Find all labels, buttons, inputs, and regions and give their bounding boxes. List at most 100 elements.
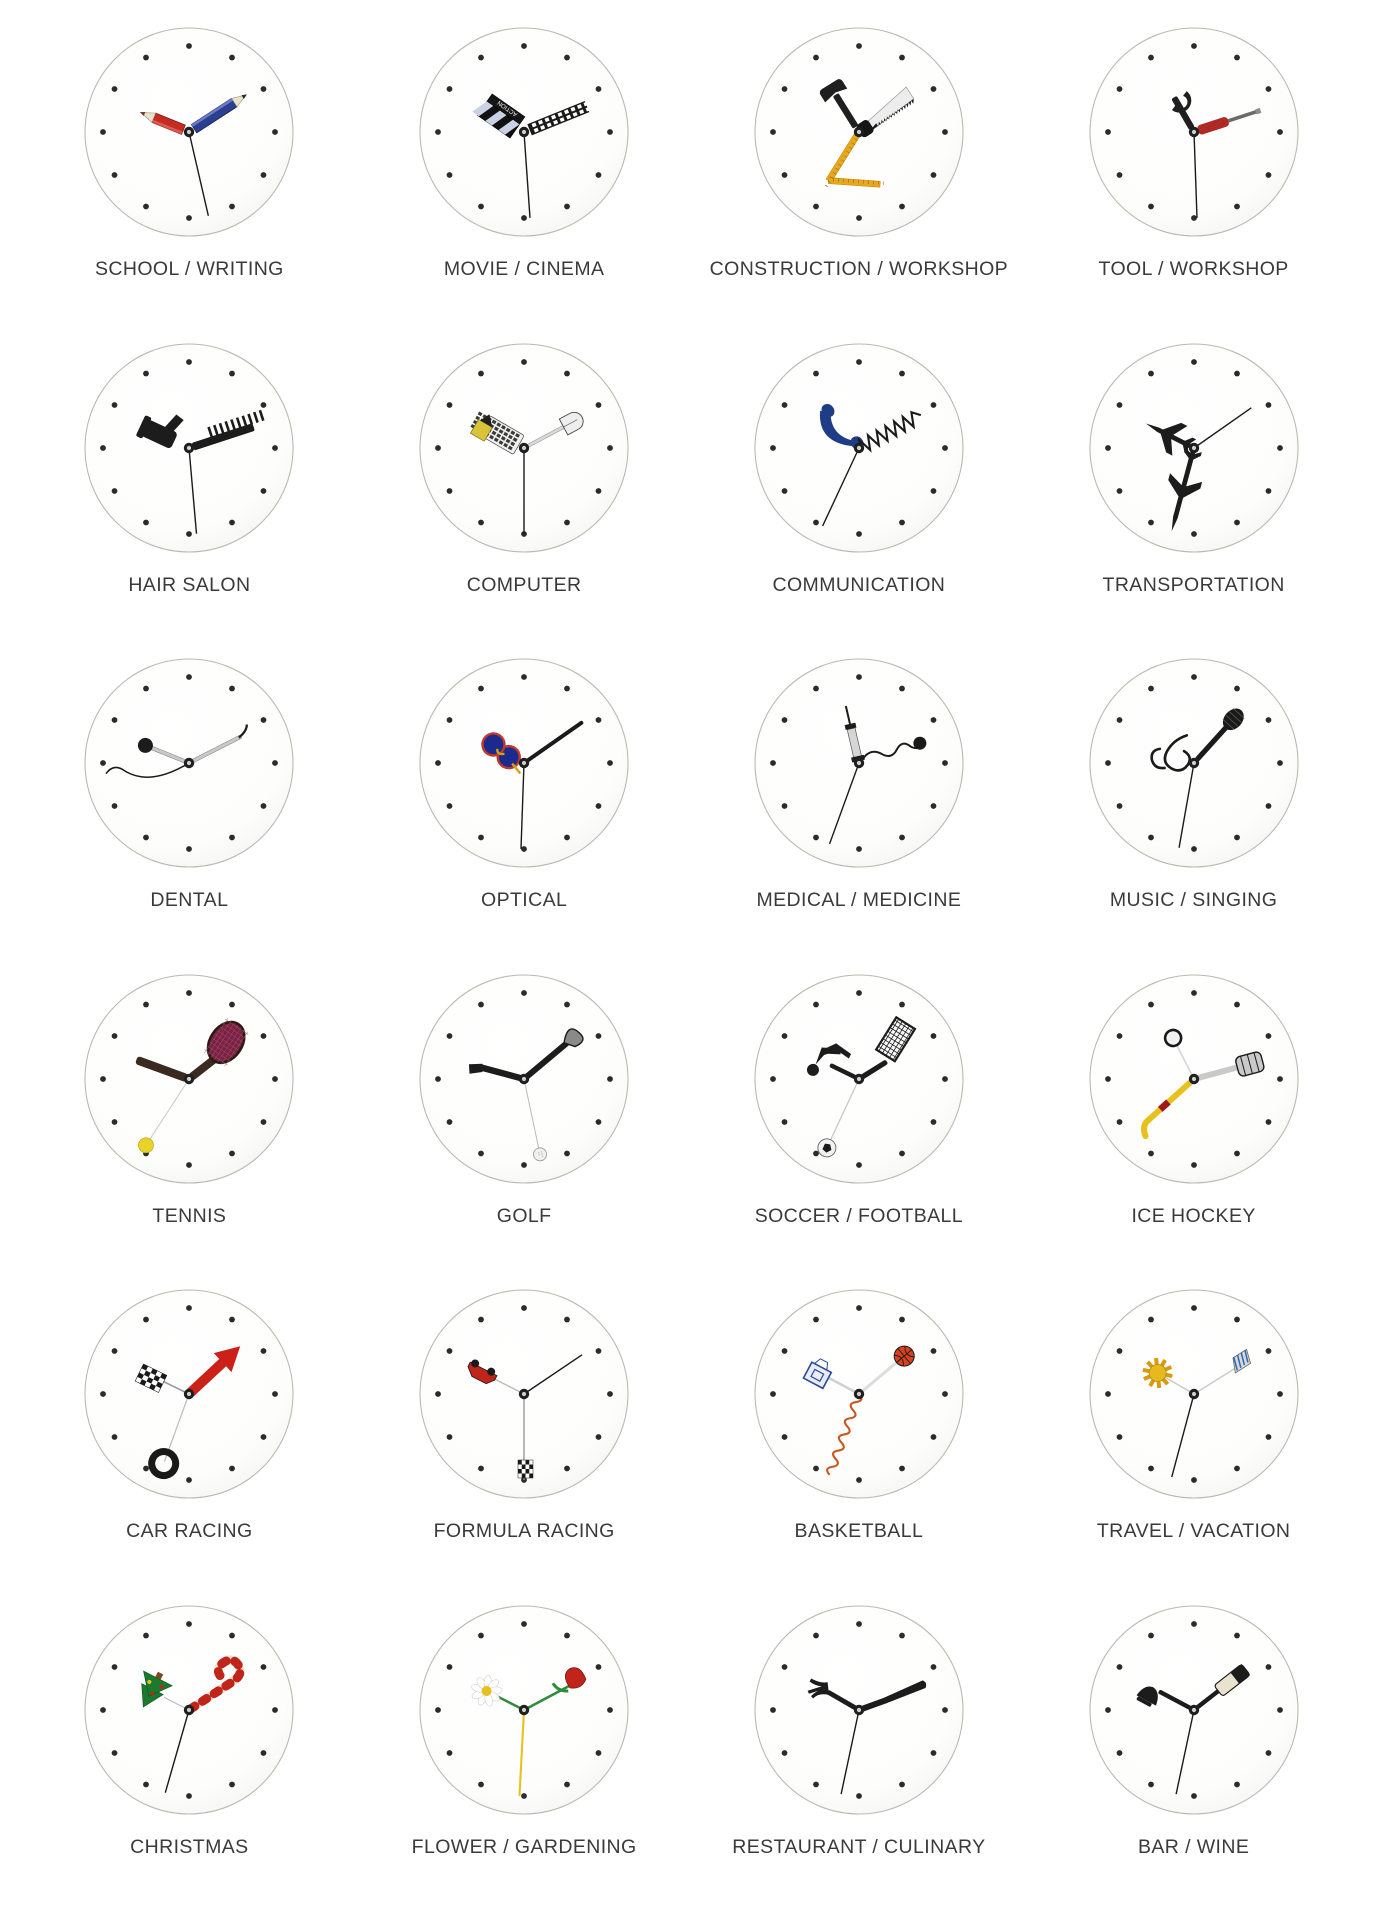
clock-graphic-ice-hockey[interactable] (1082, 967, 1306, 1191)
clock-graphic-transportation[interactable] (1082, 336, 1306, 560)
hour-marker-dot (260, 1348, 267, 1354)
clock-face-tennis[interactable] (77, 967, 301, 1191)
clock-graphic-christmas[interactable] (77, 1598, 301, 1822)
clock-face-bar-wine[interactable] (1082, 1598, 1306, 1822)
clock-face-ice-hockey[interactable] (1082, 967, 1306, 1191)
clock-graphic-optical[interactable] (412, 651, 636, 875)
clock-cell-basketball[interactable]: BASKETBALL (692, 1276, 1027, 1592)
clock-face-optical[interactable] (412, 651, 636, 875)
clock-graphic-school-writing[interactable] (77, 20, 301, 244)
clock-face-medical-medicine[interactable] (747, 651, 971, 875)
clock-cell-car-racing[interactable]: CAR RACING (22, 1276, 357, 1592)
clock-cell-golf[interactable]: GOLF (357, 961, 692, 1277)
clock-cell-transportation[interactable]: TRANSPORTATION (1026, 330, 1361, 646)
clock-cell-communication[interactable]: COMMUNICATION (692, 330, 1027, 646)
clock-graphic-communication[interactable] (747, 336, 971, 560)
hour-marker-dot (1116, 1032, 1123, 1039)
clock-face-movie-cinema[interactable]: ACTION (412, 20, 636, 244)
clock-cell-christmas[interactable]: CHRISTMAS (22, 1592, 357, 1908)
clock-graphic-tennis[interactable] (77, 967, 301, 1191)
clock-face-tool-workshop[interactable] (1082, 20, 1306, 244)
clock-cell-optical[interactable]: OPTICAL (357, 645, 692, 961)
minute-hand-dental-probe (191, 724, 249, 764)
clock-cell-tennis[interactable]: TENNIS (22, 961, 357, 1277)
hour-marker-dot (446, 1434, 453, 1440)
hour-marker-dot (769, 444, 776, 451)
clock-graphic-movie-cinema[interactable]: ACTION (412, 20, 636, 244)
clock-face-school-writing[interactable] (77, 20, 301, 244)
clock-face-hair-salon[interactable] (77, 336, 301, 560)
clock-graphic-soccer-football[interactable] (747, 967, 971, 1191)
clock-face-travel-vacation[interactable] (1082, 1282, 1306, 1506)
clock-caption: ICE HOCKEY (1131, 1204, 1256, 1227)
clock-cell-music-singing[interactable]: MUSIC / SINGING (1026, 645, 1361, 961)
clock-graphic-restaurant-culinary[interactable] (747, 1598, 971, 1822)
clock-cell-bar-wine[interactable]: BAR / WINE (1026, 1592, 1361, 1908)
hour-marker-dot (930, 86, 937, 92)
clock-graphic-car-racing[interactable] (77, 1282, 301, 1506)
clock-cell-ice-hockey[interactable]: ICE HOCKEY (1026, 961, 1361, 1277)
clock-graphic-music-singing[interactable] (1082, 651, 1306, 875)
hour-marker-dot (781, 401, 788, 408)
clock-cell-movie-cinema[interactable]: ACTION MOVIE / CINEMA (357, 14, 692, 330)
hour-marker-dot (521, 358, 528, 365)
clock-cell-restaurant-culinary[interactable]: RESTAURANT / CULINARY (692, 1592, 1027, 1908)
clock-cell-construction-workshop[interactable]: CONSTRUCTION / WORKSHOP (692, 14, 1027, 330)
hour-hand-wrench (1171, 91, 1194, 130)
clock-cell-tool-workshop[interactable]: TOOL / WORKSHOP (1026, 14, 1361, 330)
clock-cell-medical-medicine[interactable]: MEDICAL / MEDICINE (692, 645, 1027, 961)
hour-markers (769, 674, 948, 852)
clock-face-dental[interactable] (77, 651, 301, 875)
clock-graphic-flower-gardening[interactable] (412, 1598, 636, 1822)
hour-marker-dot (855, 674, 862, 680)
clock-cell-formula-racing[interactable]: FORMULA RACING (357, 1276, 692, 1592)
clock-graphic-dental[interactable] (77, 651, 301, 875)
hour-marker-dot (812, 1632, 819, 1638)
clock-face-computer[interactable] (412, 336, 636, 560)
clock-caption: BAR / WINE (1137, 1835, 1250, 1858)
clock-face-basketball[interactable] (747, 1282, 971, 1506)
clock-cell-dental[interactable]: DENTAL (22, 645, 357, 961)
hour-marker-dot (478, 1781, 485, 1787)
clock-cell-flower-gardening[interactable]: FLOWER / GARDENING (357, 1592, 692, 1908)
clock-face-music-singing[interactable] (1082, 651, 1306, 875)
clock-face-flower-gardening[interactable] (412, 1598, 636, 1822)
hour-marker-dot (1265, 1118, 1272, 1125)
clock-face-construction-workshop[interactable] (747, 20, 971, 244)
clock-cell-computer[interactable]: COMPUTER (357, 330, 692, 646)
clock-caption: SOCCER / FOOTBALL (754, 1204, 964, 1227)
clock-face-transportation[interactable] (1082, 336, 1306, 560)
clock-face-christmas[interactable] (77, 1598, 301, 1822)
clock-face-formula-racing[interactable] (412, 1282, 636, 1506)
clock-cell-school-writing[interactable]: SCHOOL / WRITING (22, 14, 357, 330)
clock-cell-travel-vacation[interactable]: TRAVEL / VACATION (1026, 1276, 1361, 1592)
clock-graphic-tool-workshop[interactable] (1082, 20, 1306, 244)
clock-graphic-bar-wine[interactable] (1082, 1598, 1306, 1822)
clock-face-communication[interactable] (747, 336, 971, 560)
clock-face-soccer-football[interactable] (747, 967, 971, 1191)
clock-cell-hair-salon[interactable]: HAIR SALON (22, 330, 357, 646)
clock-graphic-travel-vacation[interactable] (1082, 1282, 1306, 1506)
hour-marker-dot (521, 43, 528, 49)
hour-marker-dot (229, 519, 236, 525)
clock-graphic-hair-salon[interactable] (77, 336, 301, 560)
clock-graphic-golf[interactable] (412, 967, 636, 1191)
second-hand-thin-needle (188, 447, 198, 534)
clock-hands (469, 1027, 584, 1161)
hour-marker-dot (1265, 1032, 1272, 1039)
clock-graphic-medical-medicine[interactable] (747, 651, 971, 875)
clock-graphic-basketball[interactable] (747, 1282, 971, 1506)
clock-cell-soccer-football[interactable]: SOCCER / FOOTBALL (692, 961, 1027, 1277)
clock-graphic-formula-racing[interactable] (412, 1282, 636, 1506)
clock-face-golf[interactable] (412, 967, 636, 1191)
clock-graphic-computer[interactable] (412, 336, 636, 560)
minute-hand-eyeglass-temple (525, 720, 584, 763)
hour-hand-soccer-player (806, 1042, 858, 1079)
clock-face-restaurant-culinary[interactable] (747, 1598, 971, 1822)
hour-marker-dot (260, 86, 267, 92)
clock-caption: MUSIC / SINGING (1109, 889, 1278, 911)
hour-marker-dot (855, 1792, 862, 1799)
clock-face-car-racing[interactable] (77, 1282, 301, 1506)
clock-graphic-construction-workshop[interactable] (747, 20, 971, 244)
minute-hand-phone-cord (857, 410, 921, 453)
